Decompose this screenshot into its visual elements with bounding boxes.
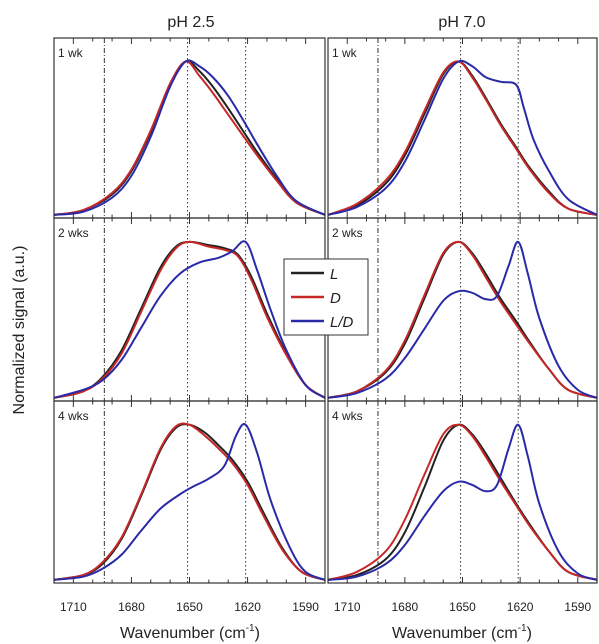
legend-label-d: D [330, 290, 341, 307]
series-l-d-line [54, 240, 325, 399]
column-title-ph-7-0: pH 7.0 [438, 14, 485, 31]
series-l-d-line [54, 59, 325, 216]
x-tick-label: 1590 [564, 600, 591, 614]
x-tick-label: 1710 [334, 600, 361, 614]
x-tick-label: 1650 [449, 600, 476, 614]
x-axis-label-right: Wavenumber (cm-1) [392, 623, 532, 642]
x-axis-label-tail: ) [527, 625, 532, 642]
x-axis-label-tail: ) [255, 625, 260, 642]
x-axis-label-text: Wavenumber (cm [120, 625, 246, 642]
panel-frame [53, 400, 326, 584]
row-label: 1 wk [58, 46, 84, 60]
x-axis-label-left: Wavenumber (cm-1) [120, 623, 260, 642]
x-tick-label: 1620 [234, 600, 261, 614]
x-tick-label: 1680 [392, 600, 419, 614]
legend-label-ld: L/D [330, 314, 354, 331]
x-tick-label: 1710 [60, 600, 87, 614]
series-l-d-line [328, 59, 597, 216]
series-d-line [54, 422, 325, 581]
series-l-d-line [328, 240, 597, 399]
x-axis-label-text: Wavenumber (cm [392, 625, 518, 642]
x-tick-label: 1590 [292, 600, 319, 614]
series-d-line [54, 240, 325, 399]
row-label: 1 wk [332, 46, 358, 60]
series-l-line [328, 60, 597, 216]
x-axis-label-superscript: -1 [246, 623, 255, 634]
series-l-line [328, 423, 597, 581]
x-tick-label: 1680 [118, 600, 145, 614]
row-label: 2 wks [332, 226, 363, 240]
x-tick-labels: 1710 1680 1650 1620 1590 1710 1680 1650 1620 1590 [60, 600, 591, 614]
series-l-line [54, 60, 325, 216]
series-d-line [328, 60, 597, 216]
x-tick-label: 1650 [176, 600, 203, 614]
series-d-line [54, 60, 325, 216]
legend: L D L/D [283, 258, 369, 336]
series-l-d-line [328, 423, 597, 581]
series-d-line [328, 423, 597, 581]
row-label: 4 wks [58, 409, 89, 423]
legend-label-l: L [330, 266, 338, 283]
panel-1: 1 wk [327, 37, 598, 219]
x-tick-label: 1620 [507, 600, 534, 614]
column-title-ph-2-5: pH 2.5 [167, 14, 214, 31]
row-label: 4 wks [332, 409, 363, 423]
series-l-line [54, 423, 325, 581]
series-l-d-line [54, 423, 325, 581]
y-axis-label: Normalized signal (a.u.) [11, 246, 28, 415]
panel-4: 4 wks [53, 400, 326, 584]
series-d-line [328, 240, 597, 399]
row-label: 2 wks [58, 226, 89, 240]
panels-area: 1 wk 1 wk 2 wks 2 wks 4 wks 4 wks [53, 37, 598, 584]
panel-5: 4 wks [327, 400, 598, 584]
panel-frame [327, 400, 598, 584]
panel-0: 1 wk [53, 37, 326, 219]
x-axis-label-superscript: -1 [518, 623, 527, 634]
